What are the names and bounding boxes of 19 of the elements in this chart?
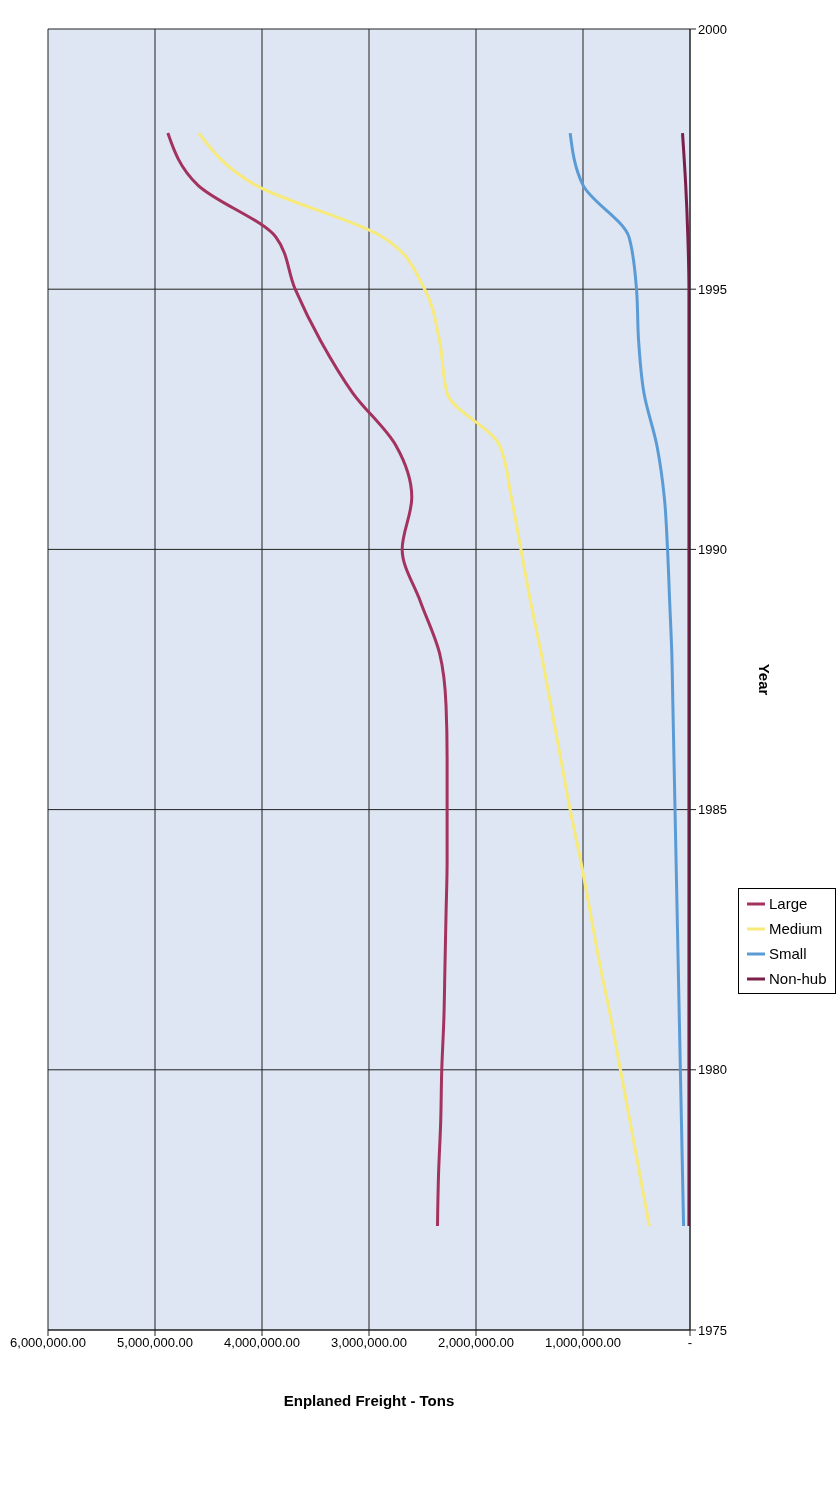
y-tick-label: 1975	[698, 1322, 727, 1338]
x-tick-label: 2,000,000.00	[438, 1335, 514, 1351]
y-tick-label: 1995	[698, 281, 727, 297]
y-tick-label: 1985	[698, 802, 727, 818]
x-tick-label: 1,000,000.00	[545, 1335, 621, 1351]
legend-label: Small	[769, 945, 807, 962]
legend-label: Non-hub	[769, 970, 827, 987]
x-tick-label: 5,000,000.00	[117, 1335, 193, 1351]
x-tick-label: 6,000,000.00	[10, 1335, 86, 1351]
legend-label: Large	[769, 895, 808, 912]
legend-label: Medium	[769, 920, 823, 937]
y-tick-label: 1990	[698, 542, 727, 558]
x-tick-label: 3,000,000.00	[331, 1335, 407, 1351]
x-tick-label: 4,000,000.00	[224, 1335, 300, 1351]
y-tick-label: 1980	[698, 1062, 727, 1078]
y-tick-label: 2000	[698, 21, 727, 37]
x-tick-label: -	[687, 1335, 693, 1351]
y-axis-title: Year	[755, 663, 773, 696]
x-axis-title: Enplaned Freight - Tons	[283, 1392, 455, 1409]
